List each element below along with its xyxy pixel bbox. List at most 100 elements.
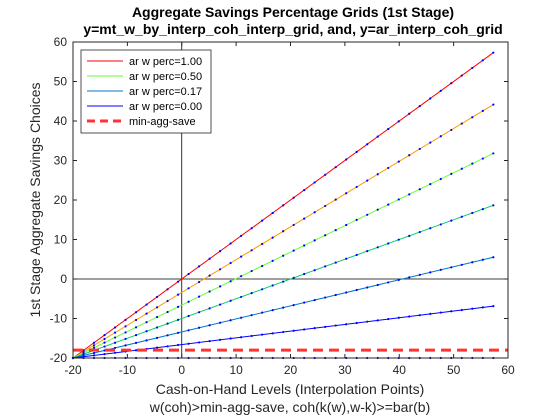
legend-entry: min-agg-save bbox=[129, 116, 196, 128]
series-point bbox=[439, 177, 442, 181]
series-point bbox=[439, 311, 442, 314]
series-point bbox=[366, 179, 369, 182]
series-point bbox=[303, 217, 306, 220]
series-point bbox=[103, 341, 106, 344]
series-point bbox=[219, 285, 222, 288]
series-point bbox=[134, 311, 138, 314]
series-point bbox=[450, 128, 453, 132]
series-point bbox=[229, 242, 232, 245]
series-point bbox=[376, 283, 379, 287]
x-tick-label: 0 bbox=[178, 363, 185, 377]
series-point bbox=[134, 349, 138, 352]
series-point bbox=[397, 198, 400, 201]
series-point bbox=[124, 318, 127, 321]
series-point bbox=[408, 234, 411, 237]
series-point bbox=[492, 204, 495, 207]
series-point bbox=[481, 109, 484, 113]
series-point bbox=[355, 150, 358, 153]
series-point bbox=[429, 227, 432, 230]
series-point bbox=[124, 337, 127, 341]
series-point bbox=[282, 330, 285, 334]
chart-title: Aggregate Savings Percentage Grids (1st … bbox=[132, 4, 454, 20]
series-point bbox=[197, 326, 201, 329]
series-point bbox=[208, 290, 211, 293]
series-point bbox=[397, 120, 400, 123]
series-point bbox=[134, 341, 138, 344]
series-point bbox=[397, 278, 400, 282]
series-point bbox=[334, 293, 337, 297]
series-point bbox=[134, 333, 138, 337]
series-point bbox=[250, 227, 253, 230]
series-point bbox=[303, 328, 306, 331]
series-point bbox=[240, 336, 243, 339]
series-point bbox=[219, 268, 222, 271]
series-point bbox=[429, 271, 432, 274]
series-point bbox=[250, 314, 253, 317]
series-point bbox=[271, 236, 274, 239]
series-point bbox=[208, 307, 211, 310]
series-point bbox=[113, 346, 117, 350]
x-tick-label: 20 bbox=[284, 363, 298, 377]
series-point bbox=[313, 298, 316, 302]
series-point bbox=[208, 274, 211, 277]
series-point bbox=[240, 295, 243, 299]
series-point bbox=[261, 242, 264, 246]
series-point bbox=[355, 253, 358, 257]
series-point bbox=[229, 280, 232, 283]
series-point bbox=[313, 327, 316, 330]
series-point bbox=[271, 309, 274, 312]
series-point bbox=[250, 334, 253, 338]
series-point bbox=[366, 250, 369, 253]
series-point bbox=[460, 74, 463, 77]
series-point bbox=[429, 97, 432, 100]
series-point bbox=[250, 269, 253, 273]
series-point bbox=[387, 242, 390, 245]
y-tick-label: 50 bbox=[54, 75, 68, 89]
series-point bbox=[345, 323, 348, 326]
series-point bbox=[145, 312, 148, 315]
series-point bbox=[292, 223, 295, 227]
series-point bbox=[408, 276, 411, 279]
series-point bbox=[197, 341, 201, 344]
y-tick-label: 0 bbox=[60, 272, 67, 286]
series-point bbox=[313, 269, 316, 272]
series-point bbox=[481, 306, 484, 309]
series-point bbox=[355, 321, 358, 325]
markers-layer bbox=[71, 51, 495, 360]
series-point bbox=[176, 318, 180, 321]
series-point bbox=[387, 281, 390, 284]
series-point bbox=[197, 295, 201, 298]
series-point bbox=[145, 321, 148, 324]
series-point bbox=[387, 203, 390, 206]
series-point bbox=[334, 166, 337, 169]
series-point bbox=[155, 315, 159, 319]
series-point bbox=[450, 172, 453, 175]
series-point bbox=[145, 339, 148, 342]
series-point bbox=[492, 152, 495, 155]
series-point bbox=[229, 261, 232, 265]
series-point bbox=[376, 208, 379, 211]
series-point bbox=[429, 141, 432, 144]
series-point bbox=[124, 325, 127, 328]
legend: ar w perc=1.00 ar w perc=0.50 ar w perc=0.… bbox=[80, 49, 212, 134]
series-point bbox=[460, 215, 463, 218]
series-point bbox=[418, 147, 421, 151]
series-point bbox=[292, 276, 295, 279]
series-point bbox=[219, 250, 222, 253]
series-point bbox=[145, 330, 148, 333]
series-point bbox=[166, 322, 169, 325]
series-point bbox=[282, 254, 285, 257]
series-point bbox=[113, 351, 117, 354]
series-point bbox=[334, 229, 337, 232]
series-point bbox=[345, 158, 348, 161]
series-point bbox=[460, 263, 463, 266]
series-point bbox=[292, 304, 295, 307]
series-point bbox=[229, 337, 232, 340]
series-point bbox=[103, 345, 106, 348]
series-point bbox=[492, 304, 495, 308]
legend-entry: ar w perc=0.17 bbox=[129, 86, 202, 98]
ticks-layer: -20 -10 0 10 20 30 40 50 60 -20 -10 0 10 20 30 40 50 60 bbox=[50, 35, 515, 377]
series-point bbox=[345, 192, 348, 195]
series-point bbox=[92, 341, 96, 344]
